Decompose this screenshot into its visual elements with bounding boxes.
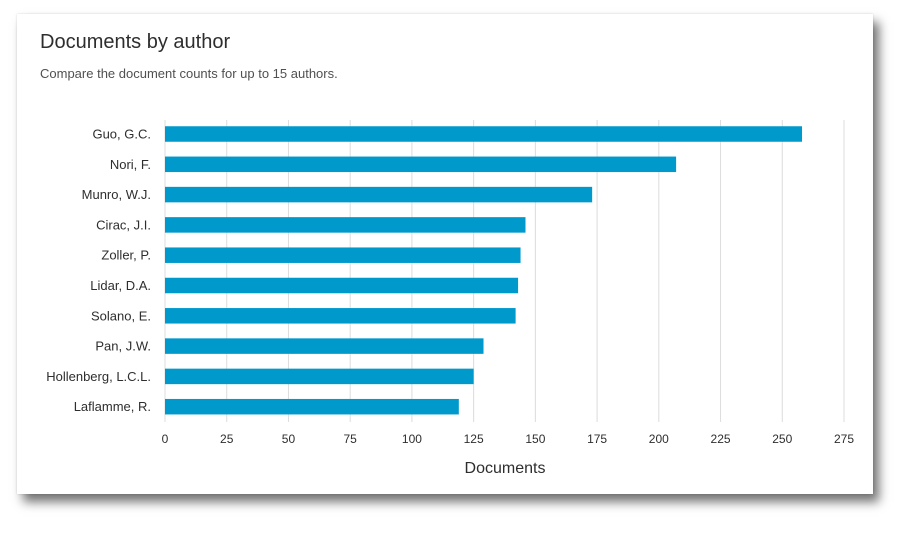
x-tick-label: 0 xyxy=(162,432,169,446)
x-tick-label: 275 xyxy=(834,432,854,446)
x-tick-label: 225 xyxy=(711,432,731,446)
category-label: Laflamme, R. xyxy=(74,399,151,414)
x-tick-label: 50 xyxy=(282,432,296,446)
x-tick-label: 175 xyxy=(587,432,607,446)
category-label: Nori, F. xyxy=(110,157,151,172)
bar[interactable] xyxy=(165,247,521,263)
x-tick-label: 100 xyxy=(402,432,422,446)
bar[interactable] xyxy=(165,308,516,324)
x-tick-labels: 0 25 50 75 100 125 150 175 200 225 250 275 xyxy=(162,432,855,446)
bar[interactable] xyxy=(165,217,526,233)
bar[interactable] xyxy=(165,186,593,203)
bar[interactable] xyxy=(165,156,677,173)
bar[interactable] xyxy=(165,277,519,294)
category-labels: Guo, G.C. Nori, F. Munro, W.J. Cirac, J.I. Z… xyxy=(46,127,151,415)
category-label: Munro, W.J. xyxy=(82,187,151,202)
category-label: Lidar, D.A. xyxy=(90,278,151,293)
x-tick-label: 25 xyxy=(220,432,234,446)
category-label: Guo, G.C. xyxy=(92,127,151,142)
category-label: Solano, E. xyxy=(91,308,151,323)
x-tick-label: 150 xyxy=(525,432,545,446)
x-axis-title: Documents xyxy=(465,460,546,477)
bar[interactable] xyxy=(165,398,459,415)
bar[interactable] xyxy=(165,338,484,354)
x-tick-label: 250 xyxy=(772,432,792,446)
category-label: Zoller, P. xyxy=(101,248,151,263)
category-label: Hollenberg, L.C.L. xyxy=(46,369,151,384)
bars xyxy=(165,126,803,415)
bar[interactable] xyxy=(165,368,474,385)
category-label: Pan, J.W. xyxy=(95,339,151,354)
chart-card: Documents by author Compare the document… xyxy=(17,14,873,494)
x-tick-label: 125 xyxy=(464,432,484,446)
bar-chart: Guo, G.C. Nori, F. Munro, W.J. Cirac, J.I. Z… xyxy=(46,120,855,477)
chart-title: Documents by author xyxy=(40,31,231,53)
x-tick-label: 75 xyxy=(344,432,358,446)
x-tick-label: 200 xyxy=(649,432,669,446)
chart-subtitle: Compare the document counts for up to 15… xyxy=(40,66,338,81)
category-label: Cirac, J.I. xyxy=(96,217,151,232)
bar[interactable] xyxy=(165,126,803,142)
